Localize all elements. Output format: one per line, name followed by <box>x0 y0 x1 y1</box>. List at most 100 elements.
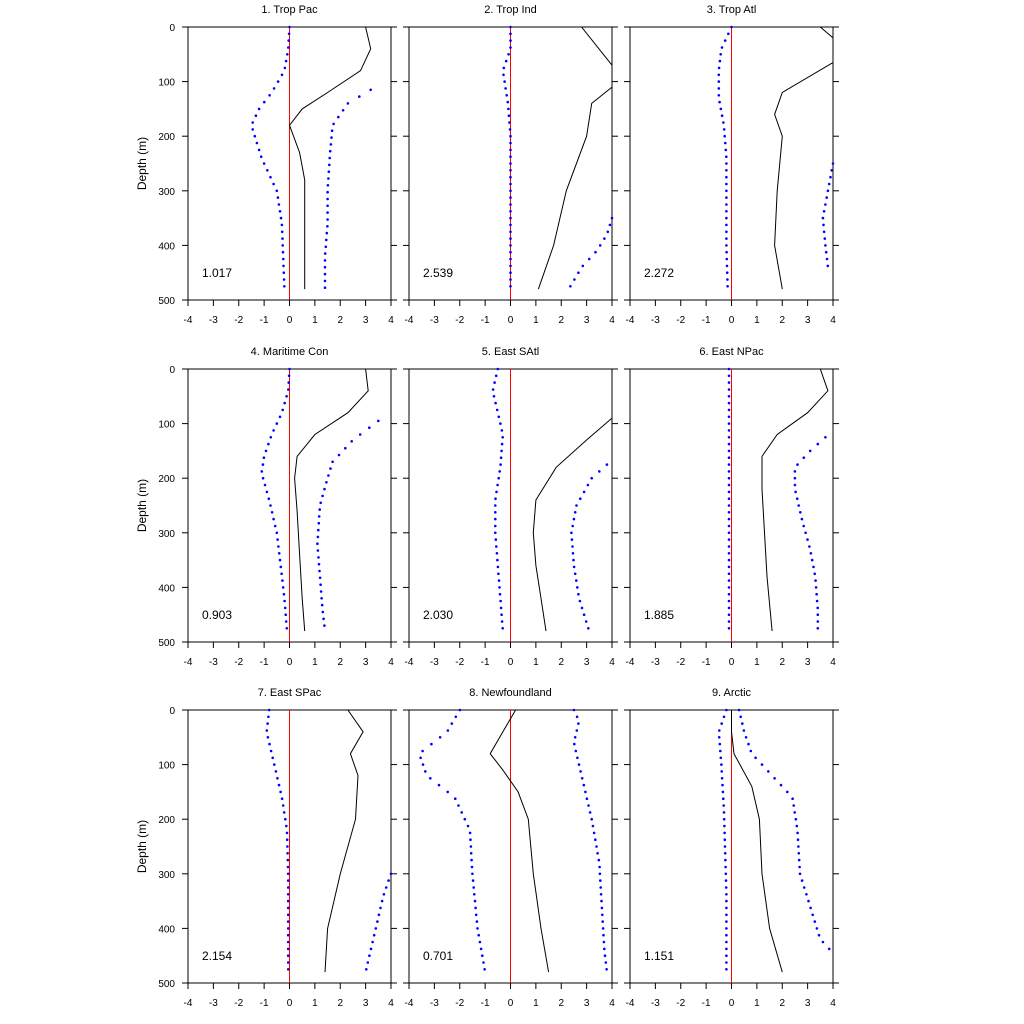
upper-bound-dot <box>318 576 322 580</box>
upper-bound-dot <box>377 419 380 423</box>
lower-bound-dot <box>720 777 724 780</box>
lower-bound-dot <box>727 579 731 582</box>
lower-bound-dot <box>725 203 728 206</box>
lower-bound-dot <box>437 783 441 787</box>
lower-bound-dot <box>509 278 512 281</box>
lower-bound-dot <box>494 531 497 535</box>
upper-bound-dot <box>317 515 321 518</box>
upper-bound-dot <box>814 586 818 589</box>
panel-4: 4. Maritime Con -4 -3 -2 -1 0 1 2 3 4 0 100 200 300 40… <box>135 346 397 668</box>
lower-bound-dot <box>286 886 290 889</box>
upper-bound-dot <box>796 831 799 835</box>
lower-bound-dot <box>721 783 724 787</box>
lower-bound-dot <box>497 572 500 576</box>
upper-bound-dot <box>810 558 814 562</box>
lower-bound-dot <box>509 230 512 234</box>
lower-bound-dot <box>494 374 498 378</box>
lower-bound-dot <box>286 872 290 876</box>
x-tick-label: 2 <box>558 657 564 668</box>
lower-bound-dot <box>446 729 450 732</box>
lower-bound-dot <box>280 223 284 227</box>
lower-bound-dot <box>284 817 287 821</box>
x-tick-label: -3 <box>430 998 439 1009</box>
lower-bound-dot <box>509 257 512 261</box>
lower-bound-dot <box>458 708 462 712</box>
lower-bound-dot <box>717 73 721 77</box>
lower-bound-dot <box>470 865 474 869</box>
upper-bound-dot <box>322 617 325 621</box>
lower-bound-dot <box>500 442 504 446</box>
panel-title: 6. East NPac <box>699 346 764 358</box>
lower-bound-dot <box>474 906 477 910</box>
lower-bound-dot <box>494 497 497 501</box>
upper-bound-dot <box>320 603 324 607</box>
lower-bound-dot <box>268 94 271 97</box>
x-tick-label: 3 <box>363 998 369 1009</box>
upper-bound-dot <box>823 237 827 240</box>
upper-bound-dot <box>575 504 578 507</box>
lower-bound-dot <box>725 244 728 247</box>
x-tick-label: 4 <box>609 657 615 668</box>
panel-7: 7. East SPac -4 -3 -2 -1 0 1 2 3 4 0 100 200 300 400 50… <box>135 687 397 1009</box>
lower-bound-dot <box>727 32 730 36</box>
upper-bound-dot <box>610 216 614 220</box>
lower-bound-dot <box>438 736 442 739</box>
lower-bound-dot <box>473 899 477 903</box>
lower-bound-dot <box>266 722 269 725</box>
lower-bound-dot <box>498 592 502 596</box>
upper-bound-dot <box>325 238 328 242</box>
upper-bound-dot <box>341 109 345 112</box>
x-tick-label: -4 <box>626 657 635 668</box>
lower-bound-dot <box>509 182 512 186</box>
lower-bound-dot <box>277 203 281 206</box>
lower-bound-dot <box>421 749 424 753</box>
panel-title: 2. Trop Ind <box>484 4 537 16</box>
lower-bound-dot <box>277 552 281 555</box>
x-tick-label: 2 <box>779 315 785 326</box>
lower-bound-dot <box>727 504 731 507</box>
upper-bound-dot <box>798 872 802 876</box>
upper-bound-dot <box>816 442 820 446</box>
profile-line <box>532 417 612 632</box>
lower-bound-dot <box>726 285 729 288</box>
upper-bound-dot <box>574 749 578 753</box>
upper-bound-dot <box>605 463 609 466</box>
profile-line <box>774 27 833 290</box>
panel-title: 8. Newfoundland <box>469 687 552 699</box>
upper-bound-dot <box>825 257 829 261</box>
lower-bound-dot <box>506 100 510 104</box>
upper-bound-dot <box>797 845 800 848</box>
lower-bound-dot <box>727 511 731 514</box>
lower-bound-dot <box>450 722 454 725</box>
upper-bound-dot <box>571 545 574 548</box>
lower-bound-dot <box>509 141 512 145</box>
lower-bound-dot <box>725 708 728 712</box>
lower-bound-dot <box>288 25 291 29</box>
upper-bound-dot <box>831 162 835 165</box>
upper-bound-dot <box>328 149 332 153</box>
upper-bound-dot <box>584 620 588 623</box>
upper-bound-dot <box>737 708 741 712</box>
x-tick-label: -2 <box>676 657 685 668</box>
lower-bound-dot <box>720 763 723 766</box>
y-tick-label: 0 <box>169 365 175 376</box>
lower-bound-dot <box>719 756 723 760</box>
upper-bound-dot <box>577 722 580 725</box>
lower-bound-dot <box>283 285 286 288</box>
lower-bound-dot <box>494 538 498 541</box>
lower-bound-dot <box>251 121 254 124</box>
upper-bound-dot <box>350 440 354 443</box>
lower-bound-dot <box>281 586 285 589</box>
upper-bound-dot <box>580 777 584 780</box>
upper-bound-dot <box>808 545 811 548</box>
upper-bound-dot <box>377 913 381 917</box>
upper-bound-dot <box>579 497 582 501</box>
lower-bound-dot <box>280 230 284 234</box>
lower-bound-dot <box>430 742 433 746</box>
upper-bound-dot <box>571 524 574 528</box>
lower-bound-dot <box>495 545 498 548</box>
lower-bound-dot <box>282 271 286 275</box>
lower-bound-dot <box>492 395 496 398</box>
x-tick-label: -4 <box>184 657 193 668</box>
lower-bound-dot <box>509 196 512 199</box>
